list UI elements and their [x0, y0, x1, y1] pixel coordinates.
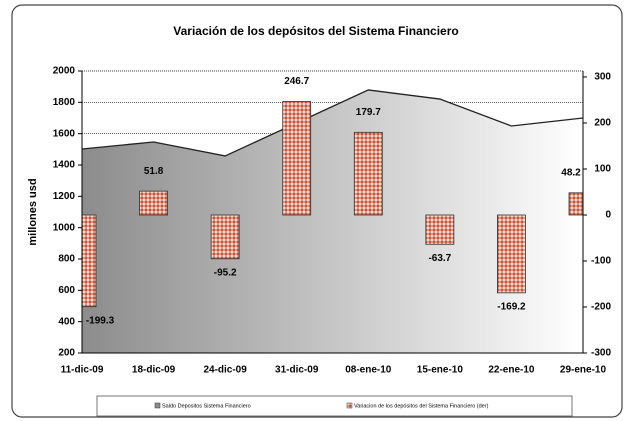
y-tick-label: 400	[58, 316, 75, 327]
y2-tick-label: 300	[594, 72, 611, 83]
y-tick-label: 600	[58, 285, 75, 296]
bars	[82, 101, 583, 308]
x-tick-label: 29-ene-10	[560, 365, 607, 376]
y2-tick-label: 100	[594, 164, 611, 175]
data-label: 48.2	[561, 167, 581, 178]
bar	[497, 214, 526, 294]
y-tick-label: 1800	[53, 97, 76, 108]
bar	[568, 192, 583, 216]
legend-swatch	[346, 402, 353, 409]
x-tick-label: 31-dic-09	[275, 365, 319, 376]
legend	[96, 395, 573, 417]
bar	[353, 131, 383, 216]
y-tick-label: 2000	[53, 66, 76, 77]
x-tick-label: 15-ene-10	[417, 365, 464, 376]
x-tick-label: 24-dic-09	[203, 365, 247, 376]
x-tick-label: 08-ene-10	[345, 365, 392, 376]
bar	[139, 190, 168, 216]
x-tick-label: 11-dic-09	[61, 365, 104, 376]
legend-swatch	[154, 402, 161, 409]
legend-label: Variacion de los depósitos del Sistema F…	[354, 403, 489, 409]
y-tick-label: 200	[58, 348, 75, 359]
y-tick-label: 1600	[53, 128, 76, 139]
data-label: -63.7	[428, 253, 451, 264]
bar	[82, 214, 97, 308]
y-tick-label: 1400	[53, 160, 76, 171]
bar	[425, 214, 455, 245]
x-tick-label: 22-ene-10	[488, 365, 535, 376]
y-axis-label: millones usd	[27, 178, 39, 245]
legend-label: Saldo Depositos Sistema Financiero	[162, 403, 251, 409]
area-line	[81, 89, 584, 157]
y2-tick-label: 0	[605, 210, 611, 221]
area-fill	[82, 89, 583, 353]
data-label: -169.2	[497, 301, 526, 312]
data-label: 179.7	[356, 107, 381, 118]
data-label: 51.8	[144, 166, 164, 177]
data-label: 246.7	[284, 76, 309, 87]
y2-tick-label: -300	[591, 348, 611, 359]
y2-tick-label: -100	[591, 256, 611, 267]
y-tick-label: 1000	[53, 222, 76, 233]
data-label: -199.3	[86, 315, 115, 326]
chart-title: Variación de los depósitos del Sistema F…	[173, 24, 458, 38]
bar	[210, 214, 240, 260]
y2-tick-label: 200	[594, 118, 611, 129]
x-tick-label: 18-dic-09	[132, 365, 176, 376]
y-tick-label: 1200	[53, 191, 76, 202]
y2-tick-label: -200	[591, 302, 611, 313]
bar	[282, 101, 312, 216]
data-label: -95.2	[214, 267, 237, 278]
y-tick-label: 800	[58, 254, 75, 265]
